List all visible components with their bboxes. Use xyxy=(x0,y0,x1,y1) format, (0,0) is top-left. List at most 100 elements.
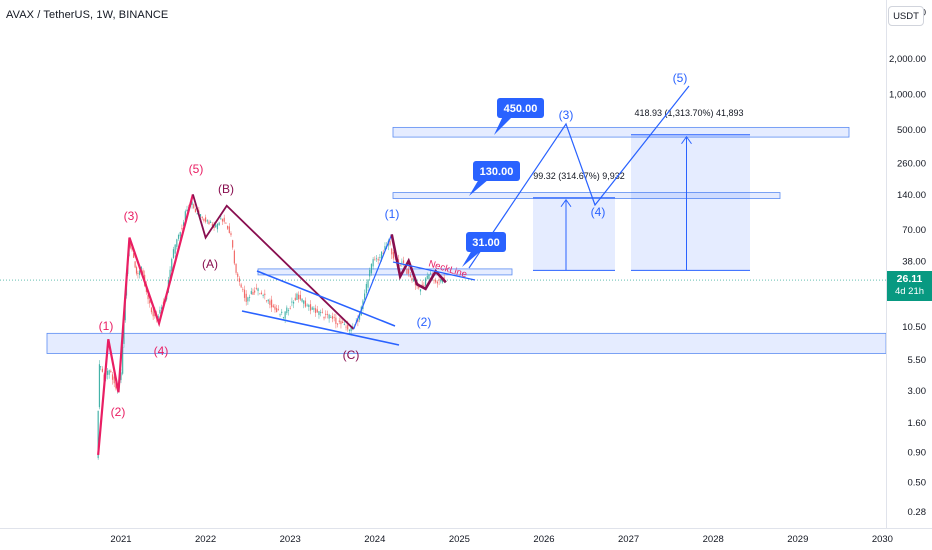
y-tick-label: 2,000.00 xyxy=(889,54,926,65)
currency-button[interactable]: USDT xyxy=(888,6,924,26)
y-tick-label: 0.50 xyxy=(908,478,927,489)
impulse-wave-line xyxy=(97,194,194,456)
candle-body xyxy=(282,317,285,318)
candle-body xyxy=(286,307,288,314)
candle-body xyxy=(184,211,186,221)
candle-body xyxy=(430,273,432,274)
last-price-tag: 26.11 4d 21h xyxy=(887,271,932,301)
candle-body xyxy=(159,309,161,314)
candle-body xyxy=(333,317,335,318)
wave-label: (B) xyxy=(218,182,234,196)
candle-body xyxy=(308,304,310,308)
candle-body xyxy=(424,278,427,286)
candle-body xyxy=(226,225,229,229)
candle-body xyxy=(399,265,401,267)
target-callout-pointer xyxy=(494,116,513,135)
candle-body xyxy=(328,314,330,319)
candle-body xyxy=(191,201,193,205)
candle-body xyxy=(372,259,374,267)
x-tick-label: 2025 xyxy=(449,534,470,545)
neckline xyxy=(392,261,476,281)
candle-body xyxy=(247,297,249,302)
candle-body xyxy=(440,279,442,282)
candle-body xyxy=(122,347,124,374)
candle-body xyxy=(245,293,247,302)
pattern-lines: NeckLine xyxy=(97,85,690,456)
candle-body xyxy=(284,311,286,319)
candle-body xyxy=(408,268,410,274)
price-axis: 5,000.002,000.001,000.00500.00260.00140.… xyxy=(886,0,927,528)
candle-body xyxy=(377,259,379,261)
candle-body xyxy=(220,218,222,220)
candle-body xyxy=(272,305,274,307)
target-callout-label: 130.00 xyxy=(480,166,514,178)
candle-body xyxy=(436,281,439,284)
x-tick-label: 2028 xyxy=(703,534,724,545)
corrective-wave-line xyxy=(192,194,355,330)
candle-body xyxy=(316,309,318,313)
candle-body xyxy=(237,273,239,277)
candle-body xyxy=(186,209,188,211)
measure-arrow-head xyxy=(681,135,692,145)
x-tick-label: 2026 xyxy=(533,534,554,545)
wedge-upper-line xyxy=(256,270,396,327)
candle-body xyxy=(139,270,141,276)
measure-label-bg xyxy=(631,104,747,121)
wave-label: (4) xyxy=(591,205,606,219)
candle-body xyxy=(379,256,381,258)
candle-body xyxy=(235,263,237,273)
candle-body xyxy=(301,298,303,302)
candle-body xyxy=(369,269,371,277)
candle-body xyxy=(384,246,386,251)
y-tick-label: 10.50 xyxy=(902,322,926,333)
candle-body xyxy=(269,300,271,305)
candle-body xyxy=(418,285,420,289)
candle-body xyxy=(210,221,212,223)
y-tick-label: 0.28 xyxy=(908,507,927,518)
candle-body xyxy=(232,240,234,248)
wave-label: (1) xyxy=(99,319,114,333)
measure-arrow-head xyxy=(560,198,572,208)
target-callout-label: 31.00 xyxy=(472,237,500,249)
measure-box xyxy=(533,197,615,271)
candle-body xyxy=(120,372,122,381)
candle-body xyxy=(348,329,351,331)
candle-body xyxy=(402,260,405,263)
candle-body xyxy=(336,323,339,325)
candle-body xyxy=(298,294,300,300)
projected-wave-line xyxy=(468,85,690,269)
wave-label: (2) xyxy=(417,315,432,329)
candle-body xyxy=(343,323,345,325)
wave-label: (3) xyxy=(559,108,574,122)
candle-body xyxy=(133,252,135,258)
candle-body xyxy=(428,274,430,279)
candle-body xyxy=(259,293,261,295)
candle-body xyxy=(340,321,342,325)
candle-body xyxy=(323,316,325,319)
candle-body xyxy=(194,208,197,213)
measure-box xyxy=(631,134,750,271)
bar-countdown: 4d 21h xyxy=(894,286,925,297)
y-tick-label: 1,000.00 xyxy=(889,90,926,101)
target-callout-box xyxy=(473,161,520,181)
candle-body xyxy=(242,289,244,290)
candle-body xyxy=(181,228,183,229)
candle-body xyxy=(260,292,263,295)
candle-body xyxy=(123,322,125,345)
candle-body xyxy=(228,226,230,234)
candle-body xyxy=(135,267,138,274)
candle-body xyxy=(110,370,112,373)
candle-body xyxy=(345,326,347,328)
measure-label: 99.32 (314.67%) 9,932 xyxy=(533,171,625,181)
x-tick-label: 2021 xyxy=(110,534,131,545)
candle-body xyxy=(215,224,217,228)
x-tick-label: 2027 xyxy=(618,534,639,545)
target-zones xyxy=(46,126,887,354)
candle-body xyxy=(221,219,224,222)
x-tick-label: 2029 xyxy=(787,534,808,545)
target-callout-box xyxy=(497,98,544,118)
candle-body xyxy=(129,241,131,248)
wave-label: (4) xyxy=(154,344,169,358)
wave-1-line xyxy=(353,234,393,330)
